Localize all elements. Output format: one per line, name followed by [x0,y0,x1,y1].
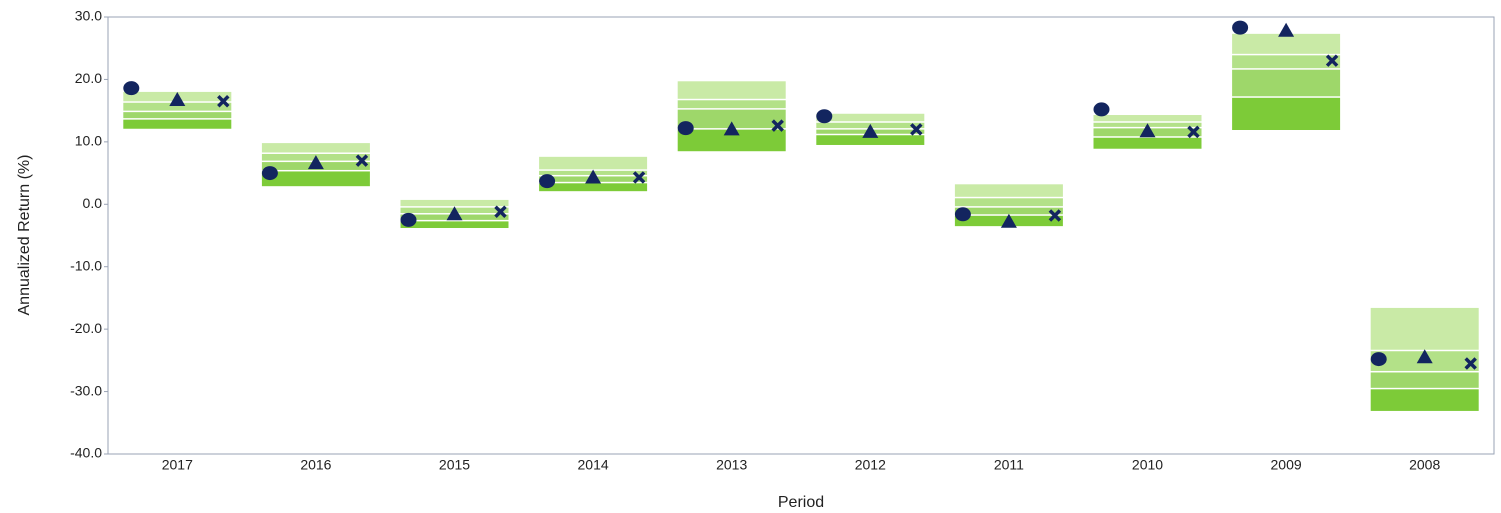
marker-circle [1093,102,1110,117]
marker-triangle [307,155,324,170]
marker-triangle [862,123,879,138]
marker-cross [217,95,230,108]
range-band [1232,33,1341,54]
marker-circle [954,207,971,222]
range-band [1232,69,1341,97]
marker-cross [355,154,369,167]
marker-cross [632,171,646,184]
marker-circle [400,212,417,227]
marker-circle [677,121,694,136]
y-tick-label: -10.0 [70,257,102,273]
marker-circle [123,81,140,96]
x-axis-title: Period [778,494,824,511]
range-band [539,183,648,192]
range-band [1370,389,1479,411]
marker-triangle [723,121,740,136]
marker-cross [494,205,507,219]
range-band [954,198,1063,207]
range-band [123,119,232,129]
marker-circle [1232,20,1249,35]
marker-triangle [169,92,186,107]
range-band [1093,115,1202,122]
range-band [954,184,1063,197]
marker-triangle [1278,22,1295,37]
y-tick-label: 20.0 [75,70,102,86]
y-tick-label: -20.0 [70,320,102,336]
range-band [1232,55,1341,69]
marker-cross [1464,357,1477,370]
range-band [123,112,232,119]
y-tick-label: -40.0 [70,445,102,461]
range-band [261,143,370,153]
range-band [400,199,509,207]
y-tick-label: -30.0 [70,382,102,398]
range-band [261,171,370,187]
x-tick-label: 2016 [300,457,331,473]
range-band [539,156,648,170]
x-tick-label: 2012 [855,457,886,473]
marker-cross [1048,209,1062,222]
x-tick-label: 2011 [994,457,1024,473]
marker-cross [1187,125,1200,139]
range-band [677,129,786,152]
range-band [816,135,925,145]
marker-triangle [1416,349,1433,364]
y-axis-title: Annualized Return (%) [16,155,33,316]
marker-triangle [1000,213,1017,228]
x-tick-label: 2013 [716,457,747,473]
range-band [954,207,1063,215]
range-band [1232,97,1341,130]
range-band [677,81,786,99]
marker-triangle [585,169,602,184]
marker-circle [1370,352,1387,367]
x-tick-label: 2015 [439,457,470,473]
marker-triangle [1139,123,1156,138]
range-band [1370,372,1479,388]
marker-triangle [446,206,463,221]
x-tick-label: 2009 [1271,457,1302,473]
marker-cross [771,119,784,132]
marker-cross [910,123,923,136]
x-tick-label: 2008 [1409,457,1440,473]
range-band [1093,137,1202,149]
range-band [677,100,786,109]
x-tick-label: 2014 [578,457,609,473]
marker-circle [261,166,278,181]
y-tick-label: 10.0 [75,133,102,149]
range-band [816,113,925,122]
marker-circle [816,109,833,124]
marker-cross [1325,54,1339,67]
marker-circle [539,174,556,189]
plot-frame [107,16,1495,455]
y-tick-label: 30.0 [75,8,102,24]
range-band [123,102,232,111]
range-band [1370,307,1479,350]
range-band [677,109,786,129]
x-tick-label: 2010 [1132,457,1163,473]
range-band [400,221,509,229]
x-tick-label: 2017 [162,457,193,473]
y-tick-label: 0.0 [83,195,103,211]
